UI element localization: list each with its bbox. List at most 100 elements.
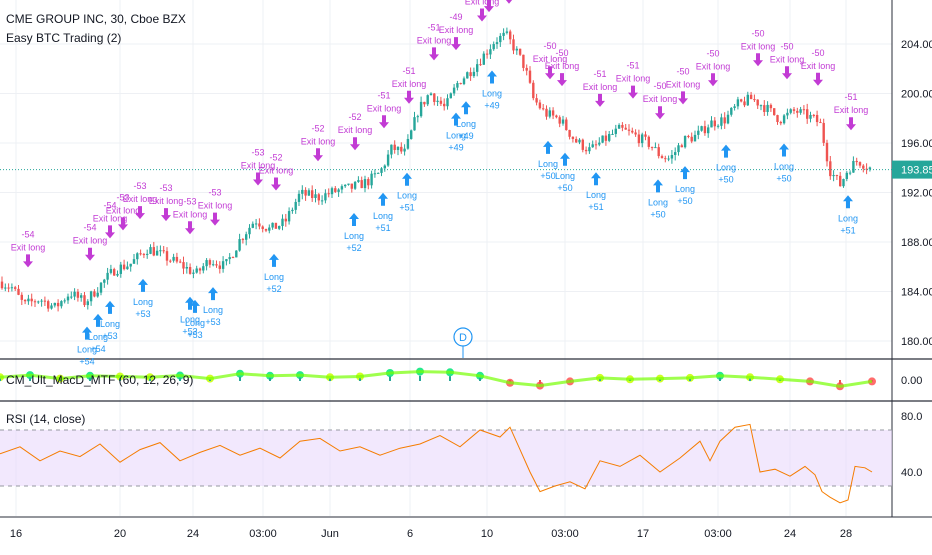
candle bbox=[858, 162, 862, 166]
candle bbox=[413, 117, 416, 131]
candle bbox=[284, 218, 287, 222]
exit-arrow bbox=[505, 0, 513, 4]
candle bbox=[650, 146, 654, 148]
exit-arrow bbox=[678, 91, 688, 105]
candle bbox=[53, 302, 56, 306]
macd-histogram-bar bbox=[599, 378, 601, 381]
candle bbox=[660, 156, 664, 159]
candle bbox=[835, 175, 839, 177]
exit-arrow bbox=[379, 115, 389, 129]
price-tick-label: 204.00 bbox=[901, 39, 932, 51]
symbol-legend[interactable]: CME GROUP INC, 30, Cboe BZX bbox=[6, 12, 186, 26]
candle bbox=[545, 108, 548, 117]
candle bbox=[769, 104, 773, 109]
price-tick-label: 188.00 bbox=[901, 237, 932, 249]
time-tick-label: 24 bbox=[784, 528, 796, 540]
candle bbox=[7, 287, 10, 289]
long-signal-amount: +50 bbox=[557, 183, 572, 193]
candle bbox=[162, 250, 165, 252]
candle bbox=[367, 179, 370, 186]
candle bbox=[14, 287, 17, 289]
long-signal-label: Long bbox=[397, 191, 417, 201]
candle bbox=[601, 135, 604, 143]
candle bbox=[578, 139, 581, 143]
candle bbox=[736, 99, 740, 107]
candle bbox=[132, 259, 136, 264]
candle bbox=[423, 101, 426, 105]
candle bbox=[670, 155, 674, 159]
long-arrow bbox=[105, 300, 115, 314]
strategy-legend[interactable]: Easy BTC Trading (2) bbox=[6, 31, 122, 45]
candle bbox=[664, 158, 667, 160]
candle bbox=[538, 102, 542, 109]
candle bbox=[43, 300, 47, 302]
exit-arrow bbox=[161, 208, 171, 222]
candle bbox=[654, 147, 657, 149]
candle bbox=[198, 268, 202, 271]
candle bbox=[235, 250, 238, 258]
candle bbox=[551, 110, 555, 116]
candle bbox=[149, 247, 152, 254]
candle bbox=[291, 209, 294, 212]
exit-signal-label: Exit long bbox=[338, 125, 373, 135]
candle bbox=[99, 282, 103, 293]
candle bbox=[410, 130, 413, 139]
candle bbox=[819, 122, 822, 124]
time-tick-label: 03:00 bbox=[249, 528, 277, 540]
time-tick-label: 28 bbox=[840, 528, 852, 540]
candle bbox=[192, 272, 195, 274]
candle bbox=[766, 104, 769, 112]
candle bbox=[165, 251, 169, 261]
exit-arrow bbox=[477, 8, 487, 22]
candle bbox=[575, 138, 578, 143]
candle bbox=[416, 116, 419, 118]
candle bbox=[182, 262, 185, 269]
candle bbox=[320, 200, 324, 202]
candle bbox=[159, 250, 162, 252]
time-tick-label: 03:00 bbox=[704, 528, 732, 540]
long-signal-amount: +53 bbox=[135, 309, 150, 319]
macd-legend[interactable]: CM_Ult_MacD_MTF (60, 12, 26, 9) bbox=[6, 373, 194, 387]
candle bbox=[406, 138, 410, 149]
candle bbox=[657, 147, 660, 157]
candle bbox=[446, 98, 449, 107]
last-price-tag bbox=[892, 160, 932, 179]
long-arrow bbox=[402, 172, 412, 186]
long-arrow bbox=[269, 253, 279, 267]
exit-signal-label: Exit long bbox=[173, 209, 208, 219]
candle bbox=[63, 300, 66, 302]
candle bbox=[799, 109, 802, 113]
candle bbox=[703, 126, 707, 134]
candle bbox=[330, 188, 334, 195]
candle bbox=[865, 168, 868, 170]
macd-histogram-bar bbox=[659, 379, 661, 381]
exit-signal-label: Exit long bbox=[465, 0, 500, 6]
long-signal-label: Long bbox=[774, 161, 794, 171]
candle bbox=[598, 142, 601, 145]
candle bbox=[730, 107, 733, 115]
exit-signal-amount: -50 bbox=[751, 28, 764, 38]
candle bbox=[10, 287, 14, 289]
exit-signal-amount: -51 bbox=[427, 22, 440, 32]
candle bbox=[796, 110, 799, 113]
rsi-legend[interactable]: RSI (14, close) bbox=[6, 412, 86, 426]
exit-arrow bbox=[118, 217, 128, 231]
candle bbox=[360, 180, 363, 189]
long-signal-amount: +53 bbox=[205, 317, 220, 327]
exit-signal-label: Exit long bbox=[106, 205, 141, 215]
candle bbox=[710, 120, 713, 128]
candle bbox=[716, 125, 720, 127]
candle bbox=[443, 103, 446, 107]
candle bbox=[763, 105, 766, 112]
candle bbox=[393, 144, 396, 151]
long-signal-amount: +51 bbox=[588, 202, 603, 212]
candle bbox=[683, 135, 687, 148]
candle bbox=[462, 78, 466, 85]
candle bbox=[66, 296, 70, 301]
candle bbox=[733, 106, 736, 108]
long-signal-amount: +54 bbox=[79, 357, 94, 367]
long-signal-label: Long bbox=[555, 171, 575, 181]
exit-signal-amount: -50 bbox=[706, 48, 719, 58]
